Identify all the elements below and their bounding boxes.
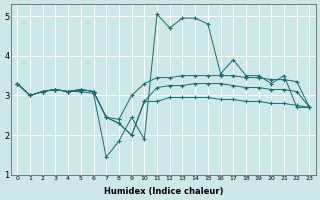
X-axis label: Humidex (Indice chaleur): Humidex (Indice chaleur)	[104, 187, 223, 196]
